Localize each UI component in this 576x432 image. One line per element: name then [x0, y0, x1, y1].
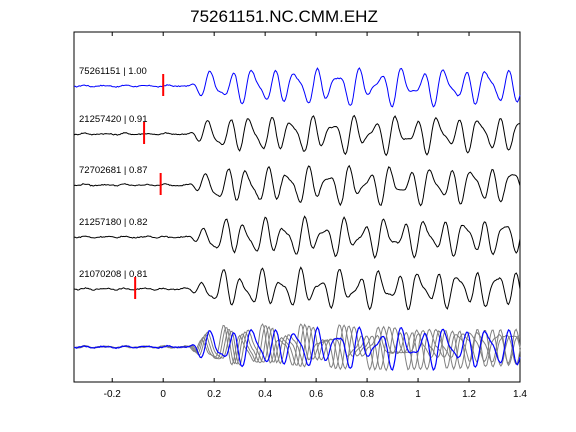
x-tick-label: 0 — [160, 389, 166, 400]
x-tick-label: 0.2 — [207, 389, 221, 400]
chart-title: 75261151.NC.CMM.EHZ — [190, 7, 378, 26]
trace-waveform — [73, 164, 521, 207]
trace-waveform — [74, 67, 521, 108]
plot-frame — [73, 31, 521, 383]
traces-group: 75261151 | 1.00 21257420 | 0.91 72702681 |… — [73, 66, 521, 311]
x-tick-label: 1.4 — [513, 389, 527, 400]
x-tick-label: 1.2 — [462, 389, 476, 400]
x-tick-label: 0.8 — [360, 389, 374, 400]
x-axis: -0.2 0 0.2 0.4 0.6 0.8 1 1.2 1.4 — [104, 32, 527, 400]
trace-label: 21257420 | 0.91 — [79, 114, 148, 125]
x-tick-label: 0.4 — [258, 389, 272, 400]
stack-reference-waveform — [73, 326, 521, 371]
overlay-stack — [73, 323, 521, 372]
trace-waveform — [73, 114, 521, 157]
x-tick-label: 0.6 — [309, 389, 323, 400]
trace-label: 21070208 | 0.81 — [79, 269, 148, 280]
trace-waveform — [73, 266, 521, 311]
trace-label: 75261151 | 1.00 — [79, 66, 147, 77]
trace-label: 21257180 | 0.82 — [79, 217, 148, 228]
trace-waveform — [73, 215, 521, 260]
x-tick-label: -0.2 — [104, 389, 122, 400]
x-tick-label: 1 — [415, 389, 421, 400]
trace-label: 72702681 | 0.87 — [79, 165, 148, 176]
